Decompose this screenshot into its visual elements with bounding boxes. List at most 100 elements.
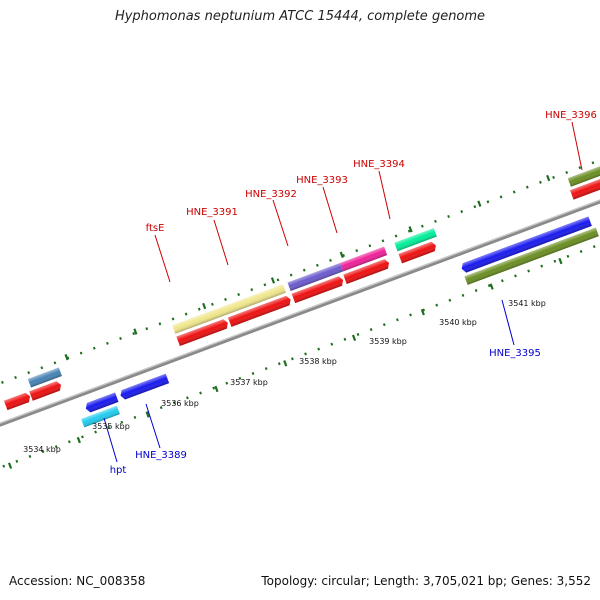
scale-dot bbox=[197, 307, 201, 311]
cds-feature[interactable] bbox=[176, 318, 229, 346]
scale-dot bbox=[251, 371, 255, 375]
scale-dot bbox=[289, 273, 293, 277]
cds-feature[interactable] bbox=[398, 241, 438, 264]
scale-major-tick bbox=[145, 411, 150, 418]
scale-dot bbox=[540, 264, 544, 268]
scale-dot bbox=[237, 293, 241, 297]
scale-dot bbox=[304, 352, 307, 356]
scale-dot bbox=[461, 293, 465, 297]
scale-dot bbox=[355, 249, 359, 253]
scale-dot bbox=[15, 459, 19, 463]
cds-feature[interactable] bbox=[29, 380, 62, 401]
cds-feature[interactable] bbox=[343, 258, 391, 284]
scale-major-tick bbox=[351, 334, 357, 341]
feature-olive[interactable] bbox=[464, 227, 599, 285]
scale-dot bbox=[514, 274, 517, 278]
feature-blue[interactable] bbox=[84, 392, 119, 414]
scale-dot bbox=[552, 175, 555, 179]
scale-dot bbox=[527, 269, 530, 273]
scale-dot bbox=[553, 259, 557, 263]
genome-backbone-highlight bbox=[0, 92, 600, 477]
scale-dot bbox=[302, 268, 306, 272]
scale-major-tick bbox=[558, 257, 563, 265]
scale-dot bbox=[276, 278, 280, 282]
scale-dot bbox=[211, 302, 214, 306]
feature-blue[interactable] bbox=[119, 373, 170, 401]
cds-feature[interactable] bbox=[227, 295, 292, 327]
scale-dot bbox=[172, 401, 176, 405]
scale-dot bbox=[119, 336, 122, 340]
gene-label-hne-3393[interactable]: HNE_3393 bbox=[296, 175, 348, 186]
scale-dot bbox=[2, 464, 6, 468]
tick-label: 3535 kbp bbox=[92, 422, 130, 431]
scale-major-tick bbox=[420, 308, 425, 316]
scale-major-tick bbox=[76, 436, 81, 444]
feature-steelblue[interactable] bbox=[27, 367, 62, 388]
scale-dot bbox=[460, 210, 464, 214]
scale-dot bbox=[315, 263, 319, 267]
scale-major-tick bbox=[489, 283, 494, 290]
scale-dot bbox=[120, 420, 124, 424]
feature-deepskyblue[interactable] bbox=[81, 405, 120, 428]
feature-springgreen[interactable] bbox=[394, 228, 437, 252]
scale-dot bbox=[330, 342, 334, 346]
scale-dot bbox=[1, 380, 4, 384]
gene-label-hne-3392[interactable]: HNE_3392 bbox=[245, 189, 297, 200]
gene-labels: ftsE HNE_3391 HNE_3392 HNE_3393 HNE_3394… bbox=[110, 110, 597, 476]
scale-major-tick bbox=[7, 462, 13, 469]
cds-feature[interactable] bbox=[3, 392, 32, 411]
map-title: Hyphomonas neptunium ATCC 15444, complet… bbox=[114, 9, 486, 24]
scale-dot bbox=[486, 200, 490, 204]
scale-major-tick bbox=[546, 174, 551, 182]
gene-label-hne-3395[interactable]: HNE_3395 bbox=[489, 348, 541, 359]
scale-dot bbox=[133, 415, 137, 419]
scale-dot bbox=[592, 245, 596, 249]
scale-dot bbox=[107, 425, 111, 429]
scale-dot bbox=[224, 297, 227, 301]
gene-label-hpt[interactable]: hpt bbox=[110, 465, 127, 476]
feature-slateblue[interactable] bbox=[287, 262, 344, 291]
gene-label-ftsE[interactable]: ftsE bbox=[146, 223, 165, 234]
scale-dot bbox=[145, 327, 149, 331]
scale-major-tick bbox=[133, 328, 138, 335]
scale-dot bbox=[94, 430, 97, 434]
tick-label: 3537 kbp bbox=[230, 378, 268, 387]
scale-dot bbox=[578, 166, 582, 170]
scale-dot bbox=[539, 180, 542, 184]
cds-feature[interactable] bbox=[570, 173, 600, 200]
scale-major-tick bbox=[408, 226, 413, 233]
scale-dot bbox=[343, 337, 347, 341]
scale-dot bbox=[448, 298, 452, 302]
scale-dot bbox=[27, 371, 31, 375]
feature-khaki[interactable] bbox=[172, 284, 286, 334]
gene-label-hne-3389[interactable]: HNE_3389 bbox=[135, 450, 187, 461]
scale-major-tick bbox=[214, 385, 219, 393]
inner-scale-track bbox=[2, 245, 596, 469]
scale-dot bbox=[199, 391, 202, 395]
scale-dot bbox=[158, 322, 162, 326]
feature-olive[interactable] bbox=[567, 157, 600, 187]
scale-dot bbox=[264, 367, 268, 371]
feature-magenta[interactable] bbox=[339, 246, 388, 272]
scale-major-tick bbox=[283, 360, 288, 367]
gene-label-hne-3394[interactable]: HNE_3394 bbox=[353, 159, 405, 170]
scale-dot bbox=[159, 406, 163, 410]
scale-major-tick bbox=[64, 353, 69, 361]
gene-label-hne-3391[interactable]: HNE_3391 bbox=[186, 207, 238, 218]
scale-dot bbox=[317, 347, 321, 351]
scale-dot bbox=[396, 318, 399, 322]
scale-dot bbox=[67, 440, 71, 444]
scale-dot bbox=[356, 332, 360, 336]
scale-dot bbox=[54, 445, 58, 449]
scale-dot bbox=[420, 224, 424, 228]
cds-feature[interactable] bbox=[291, 275, 345, 304]
scale-dot bbox=[435, 303, 439, 307]
scale-dot bbox=[525, 185, 529, 189]
scale-dot bbox=[14, 375, 17, 380]
gene-label-hne-3396[interactable]: HNE_3396 bbox=[545, 110, 597, 121]
scale-dot bbox=[473, 205, 477, 209]
tick-labels: 3534 kbp 3535 kbp 3536 kbp 3537 kbp 3538… bbox=[23, 299, 546, 454]
feature-blue[interactable] bbox=[460, 216, 592, 273]
tick-label: 3539 kbp bbox=[369, 337, 407, 346]
